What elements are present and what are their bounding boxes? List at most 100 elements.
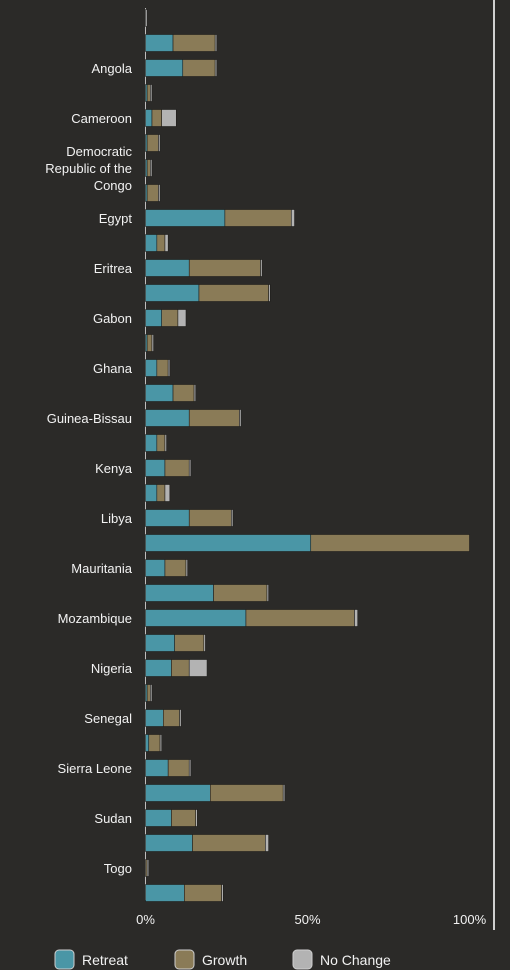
bar-no-change-row-6 xyxy=(150,159,153,177)
bar-growth-row-23 xyxy=(213,584,268,602)
bar-growth-row-25 xyxy=(174,634,205,652)
bar-no-change-row-20 xyxy=(231,509,234,527)
bar-no-change-row-27 xyxy=(150,684,153,702)
bar-growth-row-22 xyxy=(164,559,187,577)
bar-no-change-row-25 xyxy=(203,634,206,652)
bar-no-change-row-12 xyxy=(177,309,187,327)
bar-no-change-row-3 xyxy=(150,84,153,102)
bar-no-change-row-8 xyxy=(290,209,295,227)
category-label-guinea-bissau: Guinea-Bissau xyxy=(47,411,132,426)
bar-retreat-row-10 xyxy=(145,259,190,277)
bars-group xyxy=(145,9,470,902)
category-label-ghana: Ghana xyxy=(93,361,133,376)
bar-no-change-row-19 xyxy=(164,484,171,502)
bar-retreat-row-20 xyxy=(145,509,190,527)
category-label-senegal: Senegal xyxy=(84,711,132,726)
bar-retreat-row-4 xyxy=(145,109,153,127)
bar-no-change-row-30 xyxy=(188,759,192,777)
category-label-libya: Libya xyxy=(101,511,133,526)
bar-no-change-row-35 xyxy=(221,884,224,902)
bar-growth-row-21 xyxy=(310,534,470,552)
bar-growth-row-16 xyxy=(188,409,240,427)
legend: Retreat Growth No Change xyxy=(54,949,391,970)
bar-no-change-row-2 xyxy=(214,59,218,77)
bar-no-change-row-1 xyxy=(214,34,218,52)
bar-retreat-row-21 xyxy=(145,534,312,552)
legend-swatch-no-change[interactable] xyxy=(292,949,313,970)
legend-label-retreat: Retreat xyxy=(82,952,128,968)
bar-growth-row-4 xyxy=(151,109,162,127)
category-label-angola: Angola xyxy=(92,61,133,76)
category-label-kenya: Kenya xyxy=(95,461,133,476)
bar-growth-row-35 xyxy=(184,884,222,902)
bar-growth-row-7 xyxy=(146,184,159,202)
bar-no-change-row-31 xyxy=(282,784,286,802)
bar-retreat-row-31 xyxy=(145,784,211,802)
category-label-sudan: Sudan xyxy=(94,811,132,826)
bar-retreat-row-8 xyxy=(145,209,226,227)
bar-retreat-row-28 xyxy=(145,709,164,727)
bar-growth-row-1 xyxy=(172,34,216,52)
bar-retreat-row-12 xyxy=(145,309,163,327)
bar-retreat-row-9 xyxy=(145,234,158,252)
legend-label-growth: Growth xyxy=(202,952,247,968)
bar-growth-row-28 xyxy=(163,709,180,727)
bar-retreat-row-33 xyxy=(145,834,193,852)
bar-growth-row-17 xyxy=(156,434,166,452)
bar-retreat-row-24 xyxy=(145,609,247,627)
bar-growth-row-27 xyxy=(146,684,151,702)
category-label-togo: Togo xyxy=(104,861,132,876)
bar-growth-row-24 xyxy=(245,609,355,627)
category-label-cameroon: Cameroon xyxy=(71,111,132,126)
bar-growth-row-20 xyxy=(188,509,232,527)
bar-no-change-row-11 xyxy=(268,284,271,302)
bar-no-change-row-17 xyxy=(164,434,167,452)
bar-retreat-row-15 xyxy=(145,384,174,402)
legend-label-no-change: No Change xyxy=(320,952,391,968)
x-tick-label-100: 100% xyxy=(453,912,487,927)
bar-no-change-row-34 xyxy=(146,859,150,877)
bar-retreat-row-18 xyxy=(145,459,166,477)
bar-growth-row-32 xyxy=(171,809,197,827)
bar-retreat-row-19 xyxy=(145,484,158,502)
bar-retreat-row-23 xyxy=(145,584,214,602)
bar-no-change-row-0 xyxy=(145,9,148,27)
bar-no-change-row-23 xyxy=(266,584,269,602)
bar-growth-row-13 xyxy=(146,334,153,352)
bar-no-change-row-28 xyxy=(179,709,182,727)
category-label-mozambique: Mozambique xyxy=(58,611,132,626)
bar-no-change-row-13 xyxy=(151,334,154,352)
bar-growth-row-26 xyxy=(171,659,190,677)
bar-growth-row-15 xyxy=(172,384,195,402)
bar-no-change-row-32 xyxy=(195,809,198,827)
bar-no-change-row-7 xyxy=(158,184,161,202)
bar-no-change-row-4 xyxy=(161,109,177,127)
bar-no-change-row-15 xyxy=(193,384,197,402)
category-label-eritrea: Eritrea xyxy=(94,261,133,276)
bar-retreat-row-32 xyxy=(145,809,172,827)
bar-no-change-row-22 xyxy=(185,559,188,577)
bar-growth-row-30 xyxy=(167,759,190,777)
bar-no-change-row-9 xyxy=(164,234,169,252)
bar-growth-row-3 xyxy=(146,84,151,102)
bar-growth-row-11 xyxy=(198,284,269,302)
bar-no-change-row-33 xyxy=(265,834,269,852)
x-axis-ticks: 0% 50% 100% xyxy=(136,912,486,927)
bar-no-change-row-29 xyxy=(159,734,163,752)
bar-no-change-row-5 xyxy=(158,134,161,152)
bar-retreat-row-25 xyxy=(145,634,175,652)
legend-swatch-retreat[interactable] xyxy=(54,949,75,970)
legend-swatch-growth[interactable] xyxy=(174,949,195,970)
bar-growth-row-5 xyxy=(146,134,159,152)
bar-growth-row-31 xyxy=(210,784,284,802)
bar-no-change-row-24 xyxy=(354,609,359,627)
bar-retreat-row-22 xyxy=(145,559,166,577)
bar-growth-row-19 xyxy=(156,484,166,502)
bar-retreat-row-1 xyxy=(145,34,174,52)
x-tick-label-0: 0% xyxy=(136,912,155,927)
bar-retreat-row-26 xyxy=(145,659,172,677)
bar-retreat-row-14 xyxy=(145,359,158,377)
category-label-mauritania: Mauritania xyxy=(71,561,132,576)
